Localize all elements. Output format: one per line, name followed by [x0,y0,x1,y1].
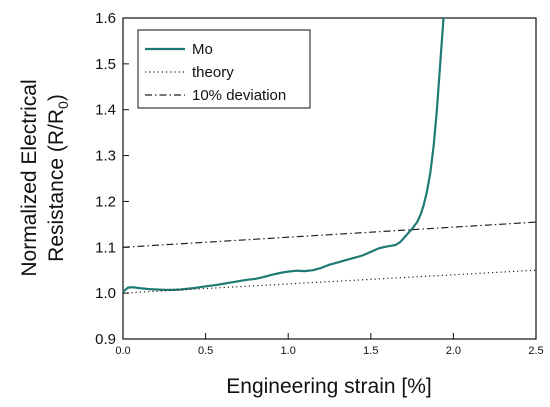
x-tick-label: 1.0 [281,345,296,357]
y-axis-title-line2: Resistance (R/R0) [45,94,71,262]
y-tick-label: 1.1 [95,239,116,256]
x-tick-label: 0.5 [198,345,213,357]
y-axis-title-main: Resistance (R/R [45,109,68,262]
y-tick-label: 1.5 [95,56,116,73]
legend-label-10pct-deviation: 10% deviation [192,87,286,104]
y-tick-label: 1.3 [95,148,116,165]
legend-label-mo: Mo [192,41,213,58]
y-tick-label: 1.0 [95,285,116,302]
y-tick-label: 1.4 [95,102,116,119]
series-line-theory [122,269,537,294]
legend-box [137,29,311,109]
legend-label-theory: theory [192,64,234,81]
y-axis-title-end: ) [45,94,68,101]
y-axis-title-line1: Normalized Electrical [18,79,41,276]
x-tick-label: 1.5 [363,345,378,357]
y-axis-title: Normalized Electrical Resistance (R/R0) [18,79,71,276]
x-tick-label: 2.0 [446,345,461,357]
y-tick-label: 1.6 [95,10,116,27]
plot-frame [122,17,537,340]
legend: Mo theory 10% deviation [137,29,311,109]
x-axis-title: Engineering strain [%] [226,375,431,398]
y-axis-title-subscript: 0 [55,101,71,109]
series-line-mo [122,17,445,293]
y-tick-label: 0.9 [95,331,116,348]
series-layer [122,17,537,294]
x-tick-label: 0.0 [115,345,130,357]
y-tick-label: 1.2 [95,193,116,210]
series-line-10-deviation [122,221,537,248]
x-tick-label: 2.5 [528,345,543,357]
